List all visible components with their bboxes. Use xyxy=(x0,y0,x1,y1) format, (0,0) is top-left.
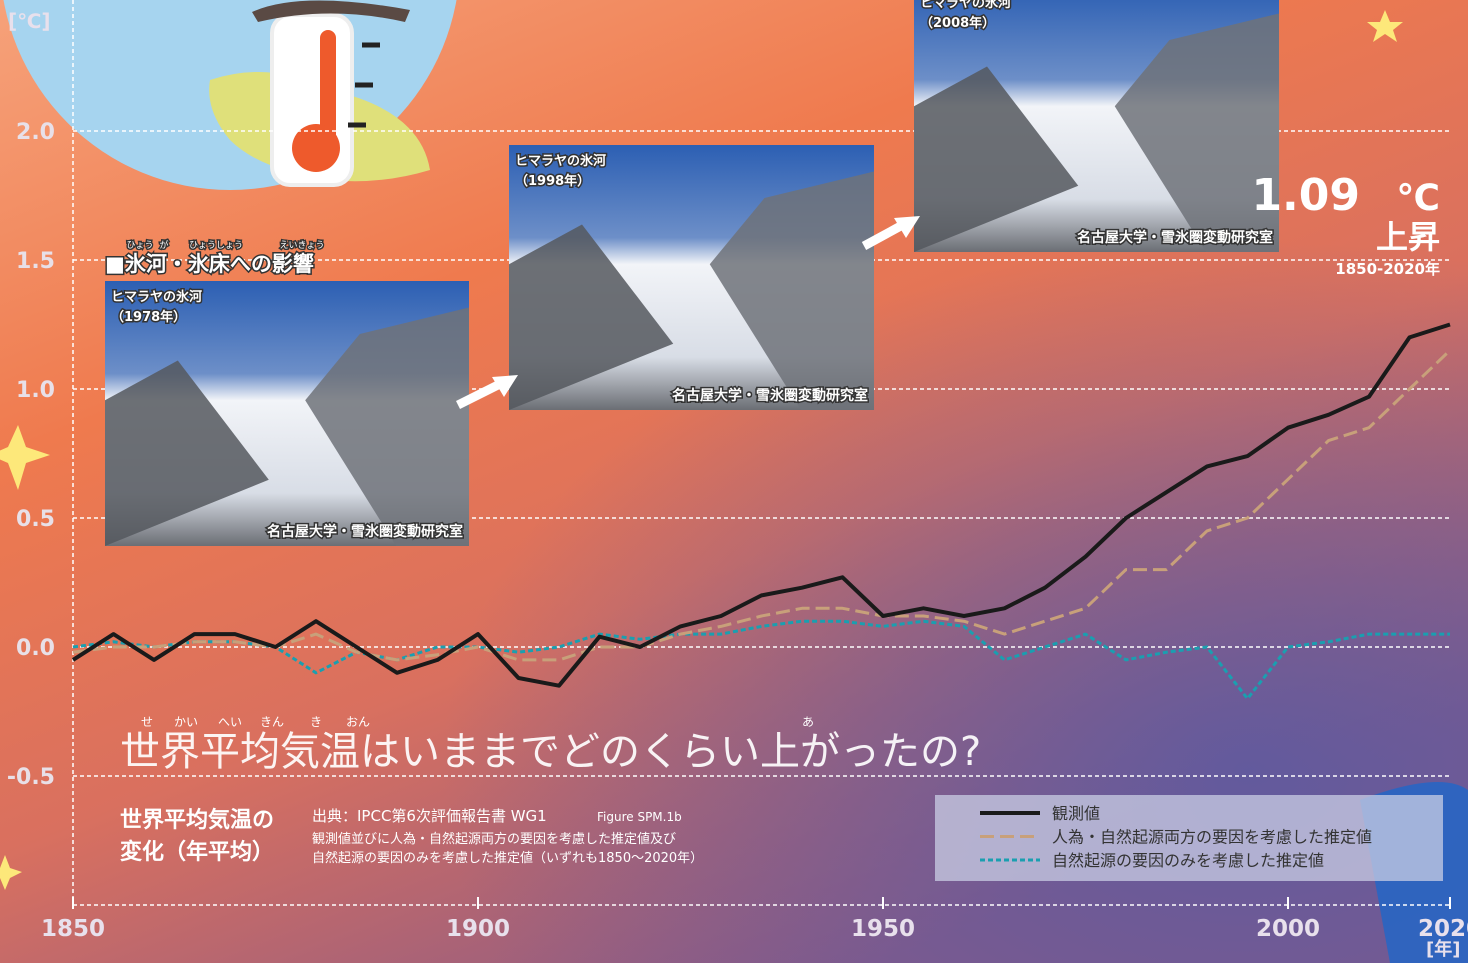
glacier-photo: ヒマラヤの氷河 （1978年） 名古屋大学・雪氷圏変動研究室 xyxy=(105,281,469,546)
highlight-unit: ℃ xyxy=(1396,178,1440,219)
x-tick-label: 2020 xyxy=(1418,916,1468,942)
photo-group: ヒマラヤの氷河（1978年）名古屋大学・雪氷圏変動研究室ヒマラヤの氷河（1998… xyxy=(105,0,1279,546)
section-ruby: が xyxy=(159,239,168,251)
chart-title: 世界平均気温はいままでどのくらい上がったの? xyxy=(120,729,981,775)
arrow-head xyxy=(492,375,518,397)
y-tick-label: 1.5 xyxy=(16,249,55,274)
y-tick-label: 0.5 xyxy=(16,507,55,532)
section-ruby: ひょうしょう xyxy=(189,240,243,251)
title-ruby: き xyxy=(310,715,322,729)
photo-mountain xyxy=(105,360,269,546)
x-tick-label: 1900 xyxy=(446,916,510,942)
title-ruby: あ xyxy=(802,715,814,729)
subtitle: 変化（年平均） xyxy=(120,839,274,865)
highlight-period: 1850-2020年 xyxy=(1335,260,1440,278)
title-ruby: かい xyxy=(174,715,198,729)
data-line xyxy=(71,322,1451,688)
photo-year: （1978年） xyxy=(111,309,186,325)
legend-box xyxy=(935,795,1443,881)
title-ruby: きん xyxy=(260,715,284,729)
y-tick-label: 1.0 xyxy=(16,378,55,403)
title-ruby: へい xyxy=(218,715,242,729)
y-unit: [℃] xyxy=(8,9,51,33)
text-group: -0.50.00.51.01.52.018501900195020002020[… xyxy=(7,9,1468,960)
legend-label: 自然起源の要因のみを考慮した推定値 xyxy=(1052,851,1324,870)
photo-credit: 名古屋大学・雪氷圏変動研究室 xyxy=(672,387,868,404)
photo-label: ヒマラヤの氷河 xyxy=(920,0,1011,11)
data-line xyxy=(72,349,1452,662)
photo-label: ヒマラヤの氷河 xyxy=(515,153,606,169)
photo-mountain xyxy=(509,224,674,410)
arrow-head xyxy=(894,216,920,238)
photo-mountain xyxy=(305,307,469,546)
section-ruby: ひょう xyxy=(126,240,153,251)
subtitle: 世界平均気温の xyxy=(120,807,274,833)
photo-credit: 名古屋大学・雪氷圏変動研究室 xyxy=(267,523,463,540)
section-ruby: えいきょう xyxy=(279,240,324,251)
y-tick-label: -0.5 xyxy=(7,765,55,790)
y-tick-label: 2.0 xyxy=(16,120,55,145)
note: 観測値並びに人為・自然起源両方の要因を考慮した推定値及び xyxy=(312,831,676,847)
photo-credit: 名古屋大学・雪氷圏変動研究室 xyxy=(1077,229,1273,246)
legend-label: 観測値 xyxy=(1052,804,1100,823)
glacier-photo: ヒマラヤの氷河 （1998年） 名古屋大学・雪氷圏変動研究室 xyxy=(509,145,874,410)
x-unit: [年] xyxy=(1426,938,1460,960)
photo-mountain xyxy=(914,66,1079,252)
highlight-label: 上昇 xyxy=(1376,218,1440,256)
title-ruby: おん xyxy=(346,715,370,729)
source-figure: Figure SPM.1b xyxy=(597,810,682,824)
photo-year: （1998年） xyxy=(515,173,590,189)
y-tick-label: 0.0 xyxy=(16,636,55,661)
photo-label: ヒマラヤの氷河 xyxy=(111,289,202,305)
x-tick-label: 1950 xyxy=(851,916,915,942)
photo-year: （2008年） xyxy=(920,15,995,31)
legend-label: 人為・自然起源両方の要因を考慮した推定値 xyxy=(1052,828,1372,847)
x-tick-label: 2000 xyxy=(1256,916,1320,942)
x-tick-label: 1850 xyxy=(41,916,105,942)
photo-mountain xyxy=(709,171,874,410)
title-ruby: せ xyxy=(141,715,153,729)
section-heading: ■氷河・氷床への影響 xyxy=(105,252,314,276)
source: 出典：IPCC第6次評価報告書 WG1 xyxy=(312,807,547,825)
photo-mountain xyxy=(1114,13,1279,252)
data-line xyxy=(72,619,1450,701)
highlight-value: 1.09 xyxy=(1251,170,1360,221)
note: 自然起源の要因のみを考慮した推定値（いずれも1850～2020年） xyxy=(312,850,703,866)
glacier-photo: ヒマラヤの氷河 （2008年） 名古屋大学・雪氷圏変動研究室 xyxy=(914,0,1279,252)
